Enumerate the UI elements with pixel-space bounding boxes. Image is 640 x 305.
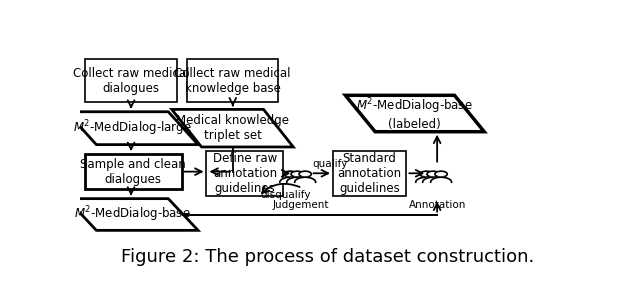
Text: disqualify: disqualify xyxy=(260,190,311,200)
Circle shape xyxy=(284,171,296,177)
Bar xyxy=(207,150,284,196)
Polygon shape xyxy=(280,177,301,182)
Text: Standard
annotation
guidelines: Standard annotation guidelines xyxy=(338,152,402,195)
Text: $M^2$-MedDialog-base: $M^2$-MedDialog-base xyxy=(74,205,191,224)
Text: Collect raw medical
dialogues: Collect raw medical dialogues xyxy=(72,66,189,95)
Circle shape xyxy=(291,171,303,177)
Text: Medical knowledge
triplet set: Medical knowledge triplet set xyxy=(176,114,289,142)
Polygon shape xyxy=(294,177,316,182)
Circle shape xyxy=(299,171,312,177)
Text: qualify: qualify xyxy=(312,159,348,169)
Circle shape xyxy=(435,171,447,177)
Text: $M^2$-MedDialog-base
(labeled): $M^2$-MedDialog-base (labeled) xyxy=(356,96,473,131)
Text: Sample and clean
dialogues: Sample and clean dialogues xyxy=(81,158,186,186)
Polygon shape xyxy=(346,95,484,132)
Text: Collect raw medical
knowledge base: Collect raw medical knowledge base xyxy=(174,66,291,95)
Text: $M^2$-MedDialog-large: $M^2$-MedDialog-large xyxy=(73,118,191,138)
Bar xyxy=(187,59,278,102)
Circle shape xyxy=(420,171,433,177)
Polygon shape xyxy=(67,112,198,145)
Polygon shape xyxy=(172,109,293,147)
Polygon shape xyxy=(431,177,452,182)
Text: Annotation: Annotation xyxy=(408,200,466,210)
Text: Define raw
annotation
guidelines: Define raw annotation guidelines xyxy=(212,152,277,195)
Bar xyxy=(85,154,182,189)
Text: Figure 2: The process of dataset construction.: Figure 2: The process of dataset constru… xyxy=(122,248,534,266)
Bar xyxy=(333,150,406,196)
Polygon shape xyxy=(67,199,198,230)
Bar xyxy=(85,59,177,102)
Circle shape xyxy=(427,171,439,177)
Text: Judgement: Judgement xyxy=(273,200,330,210)
Polygon shape xyxy=(287,177,308,182)
Polygon shape xyxy=(416,177,436,182)
Polygon shape xyxy=(422,177,444,182)
